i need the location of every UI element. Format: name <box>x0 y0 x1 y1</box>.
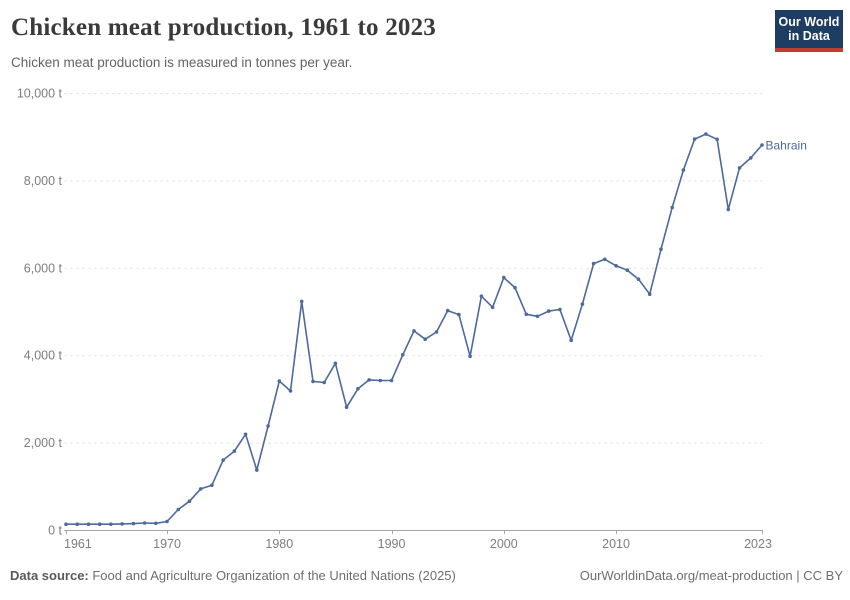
data-point[interactable] <box>692 137 697 141</box>
data-point[interactable] <box>299 299 304 304</box>
data-point[interactable] <box>97 522 102 526</box>
data-point[interactable] <box>120 522 124 526</box>
data-point[interactable] <box>535 314 540 319</box>
data-point[interactable] <box>344 405 349 410</box>
data-source-text: Food and Agriculture Organization of the… <box>88 568 456 583</box>
data-point[interactable] <box>715 137 719 142</box>
data-point[interactable] <box>64 522 68 526</box>
data-point[interactable] <box>210 483 214 488</box>
y-axis-label: 10,000 t <box>17 87 63 101</box>
data-point[interactable] <box>490 305 495 310</box>
data-point[interactable] <box>288 389 293 393</box>
x-axis-label: 1970 <box>153 537 181 551</box>
data-point[interactable] <box>760 143 764 147</box>
data-point[interactable] <box>591 261 596 266</box>
data-point[interactable] <box>367 378 371 382</box>
data-point[interactable] <box>154 521 158 526</box>
chart-title: Chicken meat production, 1961 to 2023 <box>11 14 437 41</box>
y-axis-label: 8,000 t <box>24 174 63 188</box>
data-source: Data source: Food and Agriculture Organi… <box>10 568 456 583</box>
data-point[interactable] <box>277 379 282 383</box>
data-point[interactable] <box>423 337 428 342</box>
data-point[interactable] <box>558 307 562 312</box>
data-point[interactable] <box>86 522 91 526</box>
data-point[interactable] <box>457 312 461 317</box>
data-point[interactable] <box>254 468 259 472</box>
data-point[interactable] <box>524 312 529 317</box>
data-point[interactable] <box>142 521 147 525</box>
data-point[interactable] <box>243 432 248 437</box>
data-point[interactable] <box>75 522 79 526</box>
data-point[interactable] <box>546 309 551 313</box>
data-point[interactable] <box>176 507 181 512</box>
y-axis-label: 4,000 t <box>24 349 63 363</box>
data-point[interactable] <box>513 285 517 290</box>
x-axis-label: 1990 <box>378 537 406 551</box>
chart-subtitle: Chicken meat production is measured in t… <box>11 55 353 70</box>
line-chart: 0 t 2,000 t 4,000 t 6,000 t 8,000 t 10,000 t 1… <box>17 87 807 552</box>
data-point[interactable] <box>378 378 383 383</box>
x-axis-label: 2000 <box>490 537 518 551</box>
data-point[interactable] <box>266 424 270 428</box>
x-axis-label: 2023 <box>744 537 772 551</box>
data-point[interactable] <box>198 487 203 491</box>
data-point[interactable] <box>580 302 585 306</box>
data-point[interactable] <box>311 379 315 384</box>
data-source-label: Data source: <box>10 568 89 583</box>
x-axis-label: 1980 <box>265 537 293 551</box>
data-point[interactable] <box>434 330 439 334</box>
data-point[interactable] <box>704 132 708 136</box>
data-point[interactable] <box>131 521 136 526</box>
data-point[interactable] <box>681 168 686 172</box>
data-point[interactable] <box>333 361 338 366</box>
data-point[interactable] <box>636 277 641 282</box>
data-point[interactable] <box>749 156 753 160</box>
data-point[interactable] <box>603 257 607 262</box>
data-point[interactable] <box>109 522 113 526</box>
data-point[interactable] <box>659 247 663 251</box>
y-axis-label: 0 t <box>48 524 62 538</box>
data-point[interactable] <box>625 268 630 273</box>
data-point[interactable] <box>479 294 484 299</box>
data-point[interactable] <box>468 354 472 359</box>
data-point[interactable] <box>737 166 742 170</box>
data-point[interactable] <box>221 458 225 462</box>
owid-logo-line2: in Data <box>788 29 830 43</box>
x-axis-label: 1961 <box>64 537 92 551</box>
y-axis-label: 2,000 t <box>24 436 63 450</box>
data-point[interactable] <box>647 292 652 297</box>
x-axis-label: 2010 <box>602 537 630 551</box>
owid-logo[interactable]: Our World in Data <box>775 10 843 52</box>
data-point[interactable] <box>322 380 327 385</box>
series-label-bahrain[interactable]: Bahrain <box>766 138 807 152</box>
data-point[interactable] <box>165 519 169 524</box>
owid-link[interactable]: OurWorldinData.org/meat-production | CC … <box>579 568 843 583</box>
data-point[interactable] <box>187 499 192 504</box>
data-point[interactable] <box>502 275 506 280</box>
data-point[interactable] <box>569 338 573 343</box>
data-point[interactable] <box>412 329 416 333</box>
data-point[interactable] <box>614 264 618 268</box>
y-axis-label: 6,000 t <box>24 261 63 275</box>
owid-logo-line1: Our World <box>778 14 840 29</box>
data-point[interactable] <box>445 308 450 313</box>
data-point[interactable] <box>401 353 405 357</box>
data-point[interactable] <box>232 449 237 453</box>
data-point[interactable] <box>389 378 394 383</box>
data-point[interactable] <box>356 387 360 391</box>
data-point[interactable] <box>726 207 731 212</box>
data-point[interactable] <box>670 205 674 210</box>
